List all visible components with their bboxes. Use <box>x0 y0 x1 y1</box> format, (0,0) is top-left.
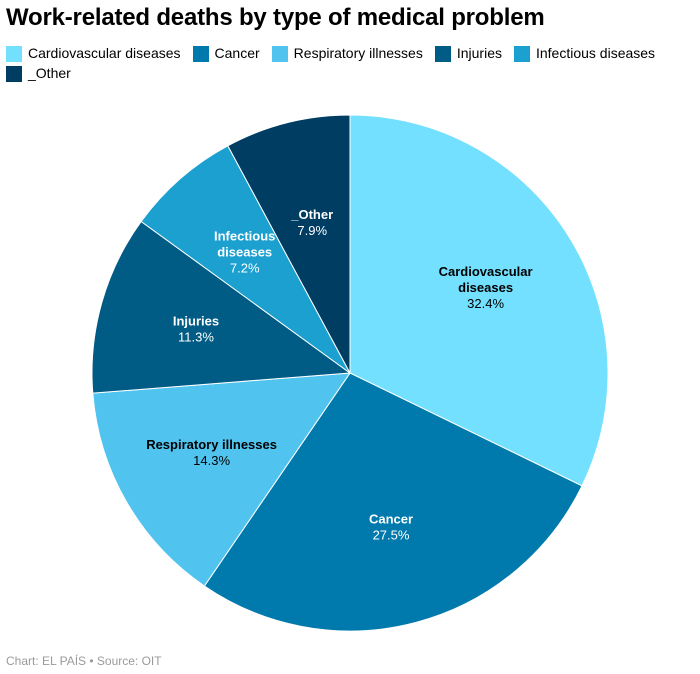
chart-legend: Cardiovascular diseases Cancer Respiratory… <box>6 45 694 82</box>
slice-label: Respiratory illnesses 14.3% <box>146 437 277 468</box>
legend-label: Respiratory illnesses <box>293 45 423 61</box>
legend-label: Cardiovascular diseases <box>28 45 181 61</box>
slice-label: Injuries 11.3% <box>173 314 219 345</box>
slice-name: Injuries <box>173 314 219 329</box>
slice-name: Respiratory illnesses <box>146 437 277 452</box>
slice-value: 7.2% <box>230 261 260 276</box>
slice-label: _Other 7.9% <box>290 207 333 238</box>
legend-item: _Other <box>6 65 71 82</box>
legend-label: Cancer <box>214 45 260 61</box>
slice-value: 7.9% <box>297 223 327 238</box>
pie-slice <box>227 114 351 374</box>
legend-swatch <box>6 45 22 62</box>
legend-label: Infectious diseases <box>535 45 656 61</box>
pie-slice <box>203 372 583 632</box>
legend-label: Injuries <box>456 45 502 61</box>
pie-slice <box>91 220 352 394</box>
legend-swatch <box>434 45 451 62</box>
slice-name: diseases <box>458 280 513 295</box>
legend-swatch <box>192 45 209 62</box>
legend-item: Respiratory illnesses <box>271 45 423 62</box>
slice-name: _Other <box>290 207 333 222</box>
slice-value: 14.3% <box>193 453 230 468</box>
slice-label: Cardiovascular diseases 32.4% <box>439 264 533 311</box>
legend-swatch <box>6 65 22 82</box>
legend-label: _Other <box>28 65 71 81</box>
pie-slice <box>92 372 352 587</box>
legend-swatch <box>271 45 288 62</box>
pie-slice <box>140 145 351 374</box>
slice-name: Infectious <box>214 229 275 244</box>
legend-item: Injuries <box>434 45 502 62</box>
legend-item: Cancer <box>192 45 260 62</box>
slice-name: Cardiovascular <box>439 264 533 279</box>
legend-item: Infectious diseases <box>513 45 656 62</box>
slice-value: 27.5% <box>373 528 410 543</box>
slice-name: Cancer <box>369 512 413 527</box>
pie-slice <box>349 114 609 487</box>
legend-item: Cardiovascular diseases <box>6 45 181 62</box>
chart-title: Work-related deaths by type of medical p… <box>6 4 545 31</box>
slice-value: 32.4% <box>467 296 504 311</box>
slice-name: diseases <box>217 245 272 260</box>
chart-footer: Chart: EL PAÍS • Source: OIT <box>6 654 162 668</box>
slice-label: Infectious diseases 7.2% <box>214 229 275 276</box>
slice-value: 11.3% <box>178 330 214 345</box>
legend-swatch <box>513 45 530 62</box>
slice-label: Cancer 27.5% <box>369 512 413 543</box>
